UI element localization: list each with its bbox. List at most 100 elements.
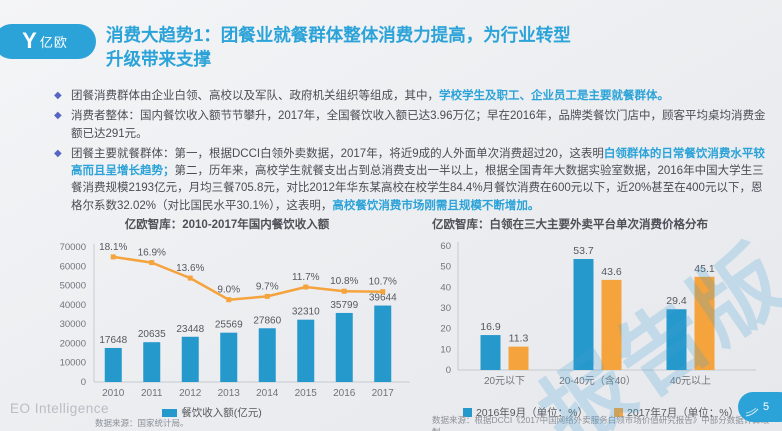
- bar-value-label: 29.4: [666, 295, 687, 307]
- chart-price-title: 亿欧智库：白领在三大主要外卖平台单次消费价格分布: [432, 219, 708, 231]
- revenue-chart-legend: 餐饮收入额(亿元): [6, 405, 418, 420]
- line-point-marker: [341, 288, 347, 294]
- y-tick-label: 50: [440, 262, 451, 273]
- line-value-label: 13.6%: [176, 263, 204, 274]
- x-tick-label: 2011: [141, 388, 163, 399]
- source-note-left: 数据来源：国家统计局。: [95, 418, 189, 428]
- revenue-bar: [220, 332, 238, 382]
- revenue-bar: [374, 305, 392, 382]
- y-tick-label: 50000: [60, 281, 86, 292]
- x-tick-label: 2014: [256, 388, 279, 399]
- price-bar: [601, 279, 622, 370]
- price-bar: [694, 276, 715, 370]
- revenue-bar: [297, 319, 315, 382]
- y-tick-label: 10000: [60, 358, 86, 369]
- bar-value-label: 16.9: [480, 321, 501, 333]
- revenue-bar: [181, 336, 199, 382]
- x-tick-label: 20-40元（含40）: [559, 374, 636, 387]
- chart-revenue-block: 亿欧智库：2010-2017年国内餐饮收入额 0 10000 20000 30000 4…: [6, 216, 418, 420]
- revenue-bar: [143, 342, 161, 382]
- legend-swatch-icon: [162, 408, 178, 417]
- line-point-marker: [149, 260, 155, 266]
- price-chart-legend: 2016年9月（单位：%） 2017年7月（单位：%）: [426, 405, 776, 420]
- y-tick-label: 0: [81, 377, 86, 388]
- y-tick-label: 40000: [60, 300, 86, 311]
- bar-value-label: 39644: [369, 293, 397, 304]
- y-tick-label: 40: [440, 282, 451, 293]
- bullet-text: 消费者整体：国内餐饮收入额节节攀升，2017年，全国餐饮收入额已达3.96万亿；…: [71, 110, 766, 140]
- eo-logo: Y 亿欧: [0, 24, 96, 59]
- chart-price-block: 亿欧智库：白领在三大主要外卖平台单次消费价格分布 0 10 20 30 40 50 60 20…: [426, 216, 776, 420]
- line-value-label: 18.1%: [99, 242, 127, 253]
- x-tick-label: 20元以下: [484, 376, 525, 387]
- page-number: 5: [762, 401, 770, 413]
- legend-label: 餐饮收入额(亿元): [181, 407, 262, 419]
- legend-swatch-icon: [614, 408, 623, 417]
- bar-value-label: 53.7: [573, 245, 594, 257]
- page-number-badge: 5: [738, 392, 782, 422]
- bar-value-label: 45.1: [694, 263, 715, 275]
- diamond-bullet-icon: ◆: [54, 110, 62, 122]
- revenue-bar: [104, 347, 122, 382]
- y-tick-label: 20000: [60, 338, 86, 349]
- price-bar: [666, 309, 687, 370]
- bullet-text: 团餐消费群体由企业白领、高校以及军队、政府机关组织等组成，其中，学校学生及职工、…: [71, 90, 669, 102]
- bullet-item: ◆ 团餐消费群体由企业白领、高校以及军队、政府机关组织等组成，其中，学校学生及职…: [54, 88, 770, 105]
- x-tick-label: 2010: [102, 388, 125, 399]
- line-value-label: 9.7%: [256, 281, 279, 292]
- diamond-bullet-icon: ◆: [54, 90, 62, 101]
- legend-item: 餐饮收入额(亿元): [162, 405, 262, 420]
- legend-item: 2016年9月（单位：%）: [462, 405, 588, 420]
- x-tick-label: 2017: [372, 388, 395, 399]
- eo-logo-label: 亿欧: [39, 35, 68, 50]
- growth-line: [113, 255, 383, 301]
- x-tick-label: 2015: [295, 388, 318, 399]
- legend-swatch-icon: [462, 408, 472, 417]
- chart-revenue-title: 亿欧智库：2010-2017年国内餐饮收入额: [124, 219, 330, 231]
- line-point-marker: [110, 254, 116, 260]
- revenue-bar: [335, 312, 353, 382]
- y-tick-label: 30: [440, 303, 451, 314]
- page-title-line2: 升级带来支撑: [106, 49, 211, 70]
- price-bar: [480, 335, 501, 370]
- bar-value-label: 17648: [99, 335, 127, 346]
- bullet-list: ◆ 团餐消费群体由企业白领、高校以及军队、政府机关组织等组成，其中，学校学生及职…: [54, 88, 770, 218]
- y-tick-label: 20: [440, 324, 451, 335]
- y-tick-label: 10: [440, 344, 451, 355]
- price-bar: [508, 346, 529, 370]
- diamond-bullet-icon: ◆: [54, 147, 62, 159]
- bullet-item: ◆ 消费者整体：国内餐饮收入额节节攀升，2017年，全国餐饮收入额已达3.96万…: [54, 108, 770, 143]
- line-point-marker: [226, 297, 232, 303]
- y-tick-label: 30000: [60, 319, 86, 330]
- legend-label: 2017年7月（单位：%）: [627, 407, 740, 419]
- eo-logo-icon: Y: [22, 27, 37, 53]
- brand-footer: EO Intelligence: [10, 401, 110, 416]
- revenue-bar-line-chart: 0 10000 20000 30000 40000 50000 60000 70000 1764…: [60, 242, 410, 399]
- line-value-label: 11.7%: [292, 272, 320, 283]
- line-value-label: 10.7%: [369, 277, 397, 288]
- x-tick-label: 2016: [333, 388, 356, 399]
- y-tick-label: 60000: [60, 261, 86, 272]
- bar-value-label: 25569: [215, 320, 243, 331]
- bar-value-label: 20635: [138, 329, 166, 340]
- bar-value-label: 32310: [292, 307, 320, 318]
- pill-swirl-icon: [745, 407, 759, 417]
- revenue-bar: [258, 328, 276, 382]
- bar-value-label: 43.6: [601, 266, 622, 278]
- line-value-label: 16.9%: [138, 248, 166, 259]
- y-tick-label: 70000: [60, 242, 86, 253]
- bar-value-label: 27860: [253, 315, 281, 326]
- legend-label: 2016年9月（单位：%）: [475, 407, 588, 419]
- x-tick-label: 40元以上: [670, 375, 711, 387]
- source-note-right: 数据来源：根据DCCI《2017中国网络外卖服务白领市场价值研究报告》中部分数据…: [432, 415, 769, 431]
- y-tick-label: 60: [440, 241, 451, 252]
- line-point-marker: [264, 293, 270, 299]
- price-bar: [573, 259, 594, 370]
- bar-value-label: 23448: [176, 324, 204, 335]
- line-point-marker: [303, 284, 309, 290]
- bar-value-label: 35799: [330, 300, 358, 311]
- y-tick-label: 0: [446, 365, 451, 376]
- line-point-marker: [380, 289, 386, 295]
- legend-item: 2017年7月（单位：%）: [614, 405, 739, 420]
